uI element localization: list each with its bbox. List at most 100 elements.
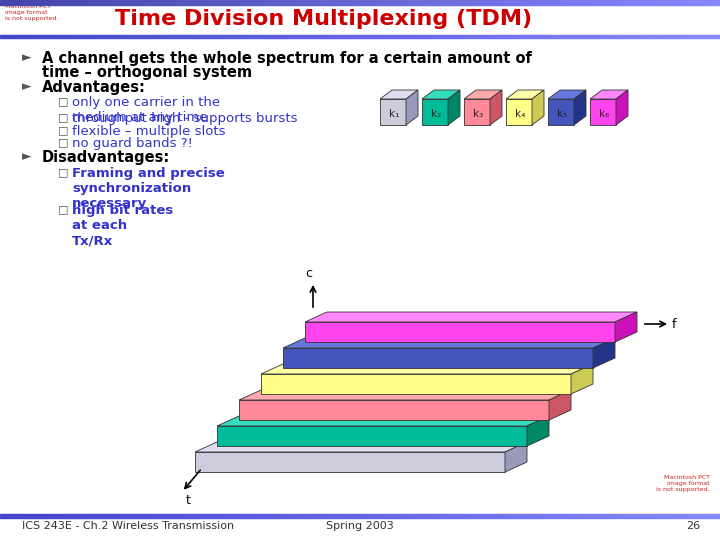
Bar [509, 35, 510, 38]
Bar [327, 0, 328, 5]
Bar [454, 514, 455, 518]
Bar [61, 514, 62, 518]
Bar [483, 0, 484, 5]
Bar [28, 514, 29, 518]
Bar [479, 0, 480, 5]
Bar [325, 514, 326, 518]
Bar [672, 514, 673, 518]
Bar [127, 35, 128, 38]
Bar [1, 0, 2, 5]
Bar [564, 35, 565, 38]
Bar [610, 0, 611, 5]
Bar [439, 35, 440, 38]
Bar [7, 514, 8, 518]
Bar [299, 514, 300, 518]
Bar [712, 0, 713, 5]
Bar [421, 514, 422, 518]
Bar [164, 514, 165, 518]
Bar [668, 514, 669, 518]
Bar [473, 514, 474, 518]
Text: Disadvantages:: Disadvantages: [42, 150, 170, 165]
Bar [336, 35, 337, 38]
Bar [460, 0, 461, 5]
Bar [464, 35, 465, 38]
Bar [524, 35, 525, 38]
Bar [351, 514, 352, 518]
Bar [687, 514, 688, 518]
Bar [458, 35, 459, 38]
Bar [149, 0, 150, 5]
Bar [709, 0, 710, 5]
Bar [334, 35, 335, 38]
Bar [484, 514, 485, 518]
Bar [278, 514, 279, 518]
Bar [58, 514, 59, 518]
Bar [230, 514, 231, 518]
Bar [210, 514, 211, 518]
Bar [474, 514, 475, 518]
Bar [330, 514, 331, 518]
Bar [384, 514, 385, 518]
Bar [300, 35, 301, 38]
Bar [536, 0, 537, 5]
Bar [511, 514, 512, 518]
Bar [600, 35, 601, 38]
Bar [581, 35, 582, 38]
Bar [208, 514, 209, 518]
Bar [18, 0, 19, 5]
Bar [701, 0, 702, 5]
Bar [275, 514, 276, 518]
Bar [101, 35, 102, 38]
Bar [141, 0, 142, 5]
Bar [426, 514, 427, 518]
Bar [365, 514, 366, 518]
Bar [659, 514, 660, 518]
Bar [254, 0, 255, 5]
Bar [516, 0, 517, 5]
Bar [388, 514, 389, 518]
Bar [566, 514, 567, 518]
Text: time – orthogonal system: time – orthogonal system [42, 65, 252, 80]
Bar [94, 0, 95, 5]
Polygon shape [406, 90, 418, 125]
Bar [508, 514, 509, 518]
Bar [75, 35, 76, 38]
Bar [461, 0, 462, 5]
Bar [686, 35, 687, 38]
Bar [171, 0, 172, 5]
Bar [516, 514, 517, 518]
Bar [364, 0, 365, 5]
Bar [156, 0, 157, 5]
Bar [267, 514, 268, 518]
Bar [243, 514, 244, 518]
Bar [82, 514, 83, 518]
Bar [310, 35, 311, 38]
Bar [99, 514, 100, 518]
Bar [495, 35, 496, 38]
Bar [381, 35, 382, 38]
Bar [636, 35, 637, 38]
Bar [172, 0, 173, 5]
Bar [628, 0, 629, 5]
Bar [428, 514, 429, 518]
Bar [696, 514, 697, 518]
Bar [501, 514, 502, 518]
Bar [533, 514, 534, 518]
Bar [680, 514, 681, 518]
Bar [162, 514, 163, 518]
Bar [208, 0, 209, 5]
Bar [11, 0, 12, 5]
Bar [138, 514, 139, 518]
Bar [638, 514, 639, 518]
Bar [277, 35, 278, 38]
Bar [348, 35, 349, 38]
Bar [445, 35, 446, 38]
Bar [694, 0, 695, 5]
Bar [201, 514, 202, 518]
Bar [555, 0, 556, 5]
Bar [552, 35, 553, 38]
Bar [16, 0, 17, 5]
Bar [618, 35, 619, 38]
Bar [386, 35, 387, 38]
Bar [15, 0, 16, 5]
